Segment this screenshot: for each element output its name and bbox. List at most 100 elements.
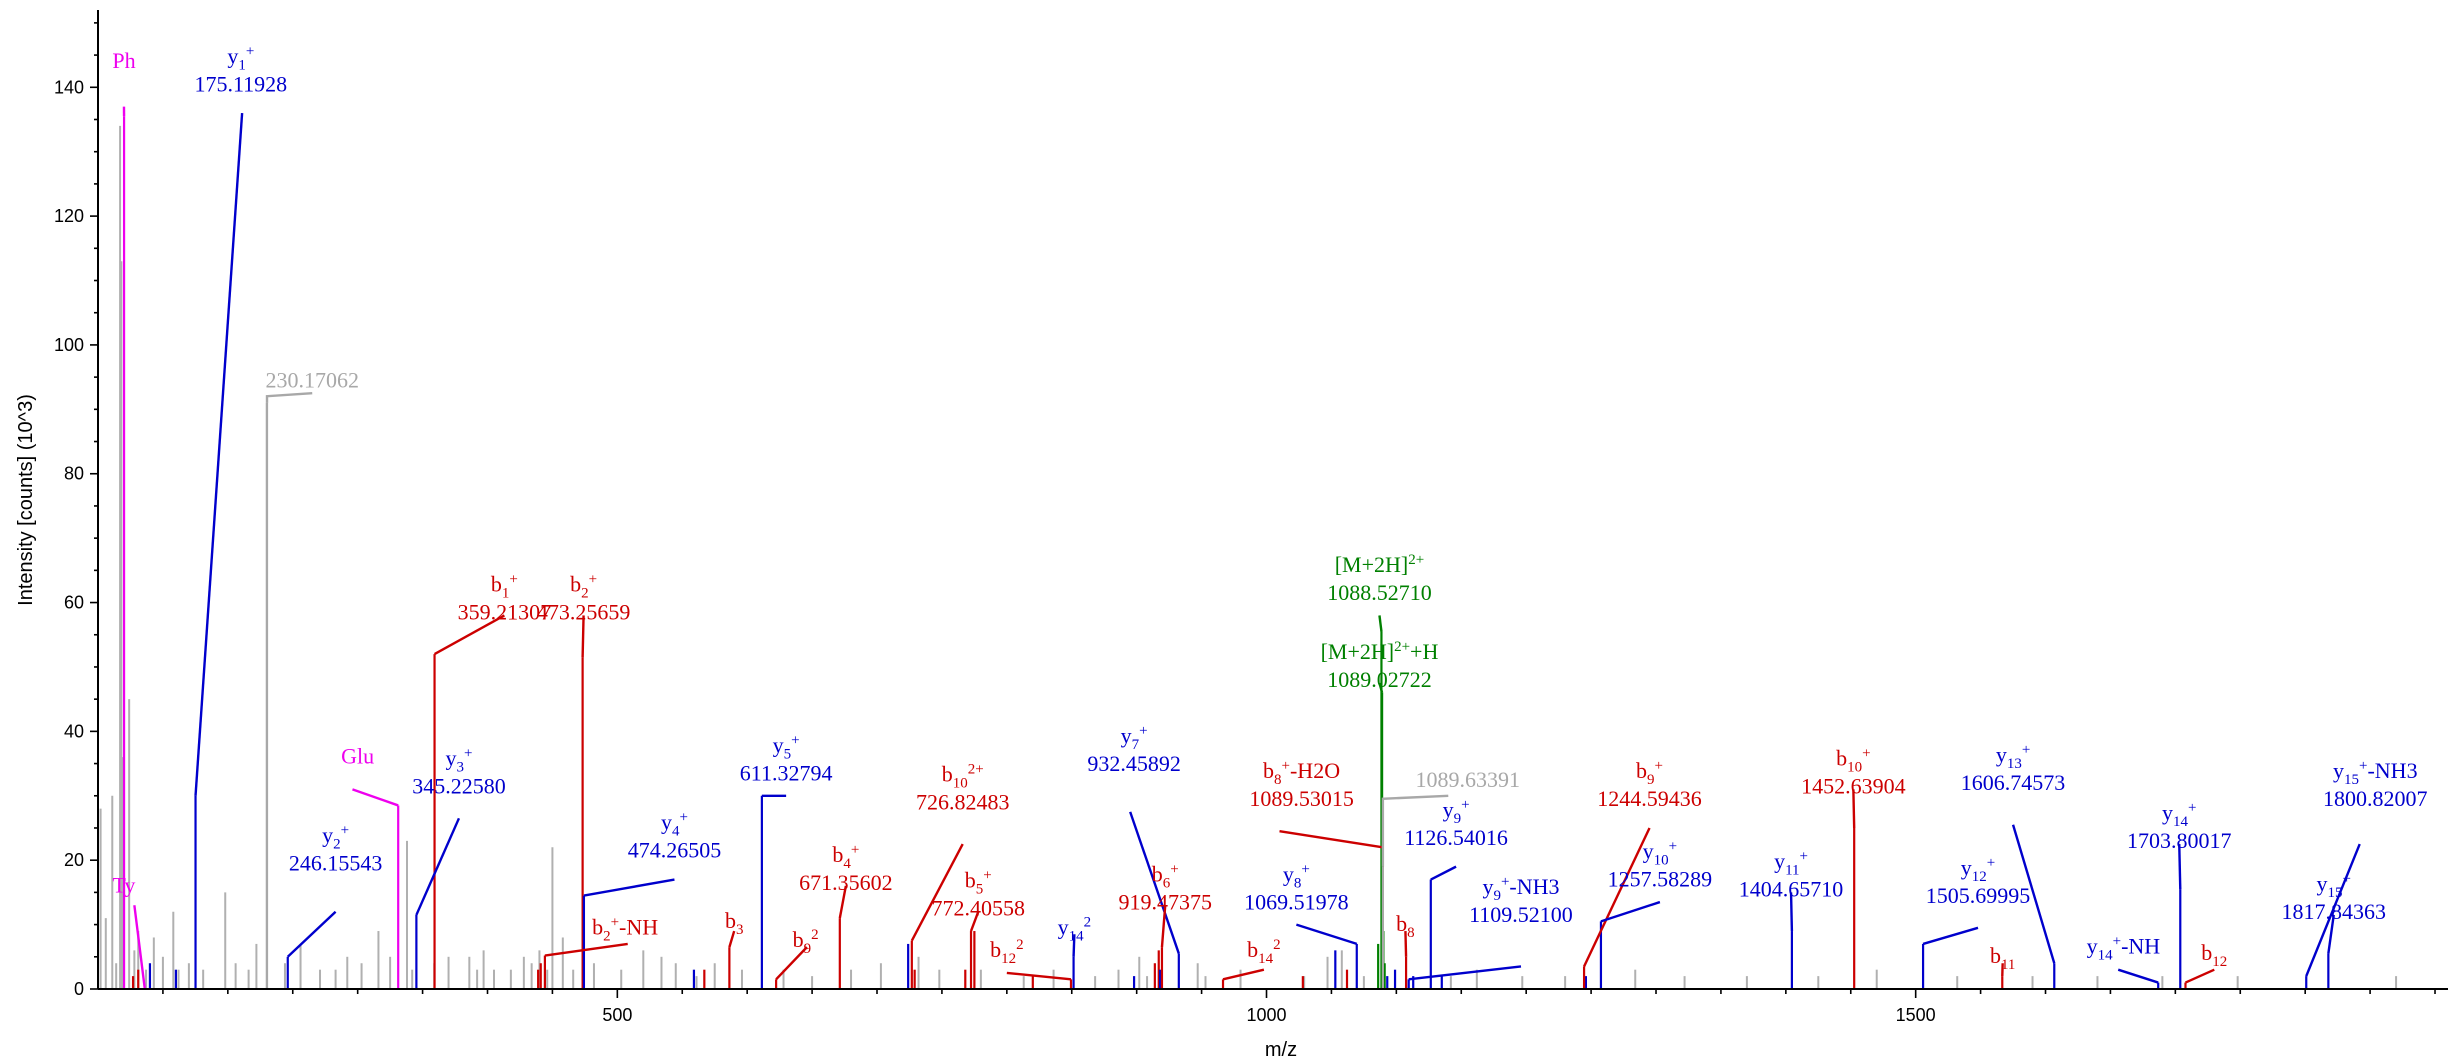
- ion-label-b6: b6+: [1152, 861, 1179, 891]
- leader-b12: [2184, 968, 2215, 984]
- leader-mh2: [1378, 615, 1383, 632]
- mz-label-m230: 230.17062: [265, 368, 359, 393]
- x-tick-label: 500: [602, 1005, 632, 1025]
- mz-label-mh2h: 1089.02722: [1327, 667, 1432, 692]
- x-tick-label: 1500: [1896, 1005, 1936, 1025]
- mz-label-y13: 1606.74573: [1961, 770, 2066, 795]
- leader-y1: [194, 112, 244, 796]
- leader-y14: [2178, 844, 2182, 890]
- minor-assigned-peaks: [131, 931, 1588, 989]
- mz-label-b6: 919.47375: [1118, 889, 1212, 914]
- leader-y12: [1922, 926, 1979, 946]
- leader-b2nh: [544, 942, 628, 957]
- leader-y10: [1600, 900, 1661, 923]
- leader-mh2h: [1378, 682, 1384, 694]
- mz-label-y10: 1257.58289: [1608, 867, 1713, 892]
- mz-label-b9: 1244.59436: [1597, 786, 1702, 811]
- ion-label-y10: y10+: [1643, 839, 1677, 869]
- leader-y11: [1789, 892, 1794, 932]
- ion-label-b5: b5+: [965, 868, 992, 898]
- ion-label-b8h2o: b8+-H2O: [1263, 758, 1340, 788]
- ion-label-b9: b9+: [1636, 758, 1663, 788]
- y-tick-label: 0: [74, 979, 84, 999]
- ion-label-mh2h: [M+2H]2++H: [1321, 639, 1439, 664]
- leader-y2: [286, 910, 337, 958]
- ion-label-Ph: Ph: [112, 48, 135, 73]
- mz-label-mh2: 1088.52710: [1327, 580, 1432, 605]
- ion-label-b10: b10+: [1836, 745, 1870, 775]
- ion-label-y15nh3: y15+-NH3: [2333, 758, 2418, 788]
- leader-y7: [1129, 811, 1180, 954]
- ion-label-b10_2: b102+: [942, 761, 984, 791]
- leader-Glu: [352, 788, 399, 807]
- y-tick-label: 80: [64, 464, 84, 484]
- leader-b12_2: [1006, 971, 1072, 981]
- mz-label-y9: 1126.54016: [1404, 825, 1508, 850]
- mz-label-m1089: 1089.63391: [1416, 767, 1521, 792]
- ion-label-y8: y8+: [1283, 861, 1310, 891]
- mz-label-y12: 1505.69995: [1926, 883, 2031, 908]
- y-tick-label: 40: [64, 721, 84, 741]
- y-tick-label: 100: [54, 335, 84, 355]
- ion-label-mh2: [M+2H]2+: [1335, 552, 1424, 577]
- y-tick-label: 20: [64, 850, 84, 870]
- ion-label-y13: y13+: [1996, 742, 2030, 772]
- ion-label-y9: y9+: [1443, 797, 1470, 827]
- ion-label-b12: b12: [2201, 940, 2227, 970]
- axis-ticks: 0 20 40 60 80 100 120 140 500 1000 1500: [54, 22, 2436, 1025]
- ion-label-b1: b1+: [491, 571, 518, 601]
- annotation-labels: Ph Ty y1+175.11928 230.17062 y2+246.15543 Glu…: [112, 43, 2427, 973]
- leader-b8: [1404, 931, 1408, 957]
- ion-label-b4: b4+: [832, 842, 859, 872]
- ion-label-b2nh: b2+-NH: [592, 914, 658, 944]
- mz-label-b10_2: 726.82483: [916, 789, 1010, 814]
- mz-label-b8h2o: 1089.53015: [1249, 786, 1354, 811]
- ion-label-y4: y4+: [661, 810, 688, 840]
- axes: [97, 10, 2448, 990]
- leader-m230: [265, 392, 313, 403]
- leader-y3: [415, 817, 461, 916]
- leader-b5: [969, 911, 980, 932]
- ion-label-Glu: Glu: [341, 744, 374, 769]
- ion-label-b2: b2+: [570, 571, 597, 601]
- ion-label-y14nh: y14+-NH: [2087, 934, 2161, 964]
- leader-b8h2o: [1279, 830, 1383, 849]
- leader-y14_2: [1072, 934, 1076, 957]
- leader-b3: [728, 930, 736, 948]
- unassigned-peaks: [99, 125, 2398, 989]
- ion-label-y7: y7+: [1121, 723, 1148, 753]
- ion-label-Ty: Ty: [113, 872, 136, 897]
- ion-label-b14_2: b142: [1247, 937, 1281, 967]
- leader-b6: [1160, 905, 1167, 948]
- annotation-leaders: [122, 106, 2361, 990]
- ion-label-y9nh3: y9+-NH3: [1482, 874, 1559, 904]
- y-tick-label: 120: [54, 206, 84, 226]
- leader-b2: [581, 615, 585, 658]
- mz-label-b2: 473.25659: [537, 599, 631, 624]
- y-axis-title: Intensity [counts] (10^3): [15, 394, 37, 606]
- leader-y9nh3: [1408, 965, 1522, 981]
- leader-y13: [2011, 824, 2056, 964]
- mz-label-y2: 246.15543: [289, 851, 383, 876]
- leader-b1: [433, 614, 505, 656]
- ion-label-y14: y14+: [2162, 800, 2196, 830]
- ion-label-y3: y3+: [445, 745, 472, 775]
- mz-label-y15: 1817.84363: [2281, 899, 2386, 924]
- ion-label-y15: y15+: [2317, 871, 2351, 901]
- leader-y15: [2327, 914, 2335, 954]
- mz-label-y14: 1703.80017: [2127, 828, 2232, 853]
- leader-b4: [838, 885, 848, 919]
- mz-label-y7: 932.45892: [1087, 751, 1181, 776]
- leader-y4: [583, 878, 675, 897]
- ion-label-b11: b11: [1990, 943, 2015, 973]
- ion-label-b12_2: b122: [990, 937, 1024, 967]
- mz-label-b4: 671.35602: [799, 870, 893, 895]
- mz-label-y15nh3: 1800.82007: [2323, 786, 2428, 811]
- mz-label-y4: 474.26505: [628, 838, 722, 863]
- ion-label-b9_2: b92: [793, 927, 819, 957]
- mz-label-y3: 345.22580: [412, 773, 506, 798]
- leader-b9_2: [775, 946, 808, 981]
- annotated-peaks: [122, 116, 2330, 989]
- mz-label-b5: 772.40558: [932, 896, 1026, 921]
